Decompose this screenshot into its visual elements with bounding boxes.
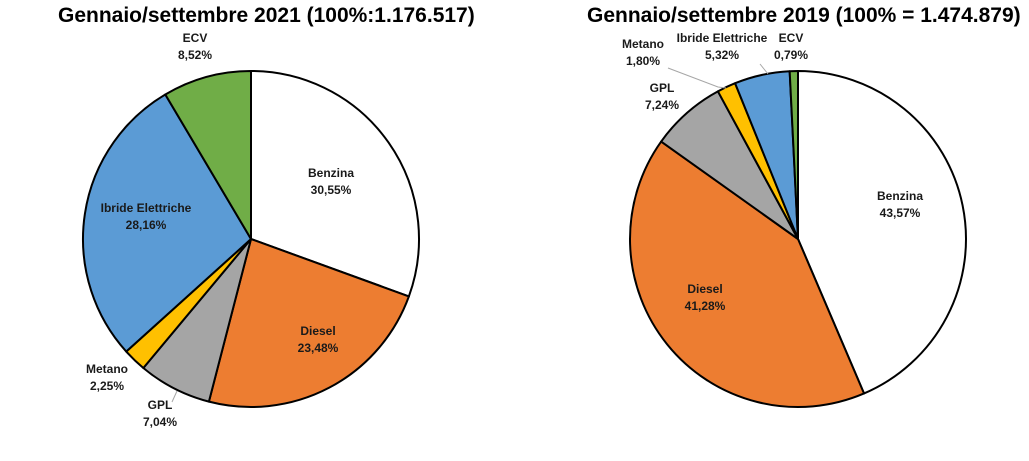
slice-benzina <box>250 70 420 298</box>
slice-value-ibride-elettriche: 28,16% <box>126 218 167 232</box>
slice-value-diesel: 23,48% <box>298 341 339 355</box>
slice-value-gpl: 7,04% <box>143 415 177 429</box>
slice-label-gpl: GPL <box>148 398 173 412</box>
slice-label-benzina: Benzina <box>308 166 354 180</box>
leader-line-metano <box>667 67 727 89</box>
leader-line-gpl <box>171 390 178 403</box>
slice-value-ibride-elettriche: 5,32% <box>705 48 739 62</box>
slice-label-ibride-elettriche: Ibride Elettriche <box>101 201 192 215</box>
slice-diesel <box>207 238 410 408</box>
slice-label-ibride-elettriche: Ibride Elettriche <box>677 31 768 45</box>
slice-value-diesel: 41,28% <box>685 299 726 313</box>
slice-ibride-elettriche <box>82 93 252 353</box>
slice-label-benzina: Benzina <box>877 189 923 203</box>
slice-value-benzina: 30,55% <box>311 183 352 197</box>
slice-value-gpl: 7,24% <box>645 98 679 112</box>
slice-ecv <box>164 70 252 240</box>
chart-title-2019: Gennaio/settembre 2019 (100% = 1.474.879… <box>587 4 1021 27</box>
slice-ecv <box>788 70 799 240</box>
pie-chart-2021: Benzina 30,55% Diesel 23,48% GPL 7,04% Metano 2… <box>82 31 420 429</box>
slice-value-ecv: 0,79% <box>774 48 808 62</box>
slice-benzina <box>797 70 967 395</box>
leader-line-ibride-elettriche <box>759 63 769 75</box>
slice-label-diesel: Diesel <box>300 324 335 338</box>
slice-value-ecv: 8,52% <box>178 48 212 62</box>
chart-title-2021: Gennaio/settembre 2021 (100%:1.176.517) <box>58 4 475 27</box>
slice-label-gpl: GPL <box>650 81 675 95</box>
pie-chart-2019: Benzina 43,57% Diesel 41,28% GPL 7,24% Metano 1… <box>622 31 967 408</box>
slice-label-metano: Metano <box>622 37 664 51</box>
slice-label-metano: Metano <box>86 362 128 376</box>
slice-value-benzina: 43,57% <box>880 206 921 220</box>
slice-label-diesel: Diesel <box>687 282 722 296</box>
slice-value-metano: 1,80% <box>626 54 660 68</box>
slice-label-ecv: ECV <box>779 31 804 45</box>
slice-diesel <box>629 140 866 408</box>
slice-label-ecv: ECV <box>183 31 208 45</box>
slice-value-metano: 2,25% <box>90 379 124 393</box>
